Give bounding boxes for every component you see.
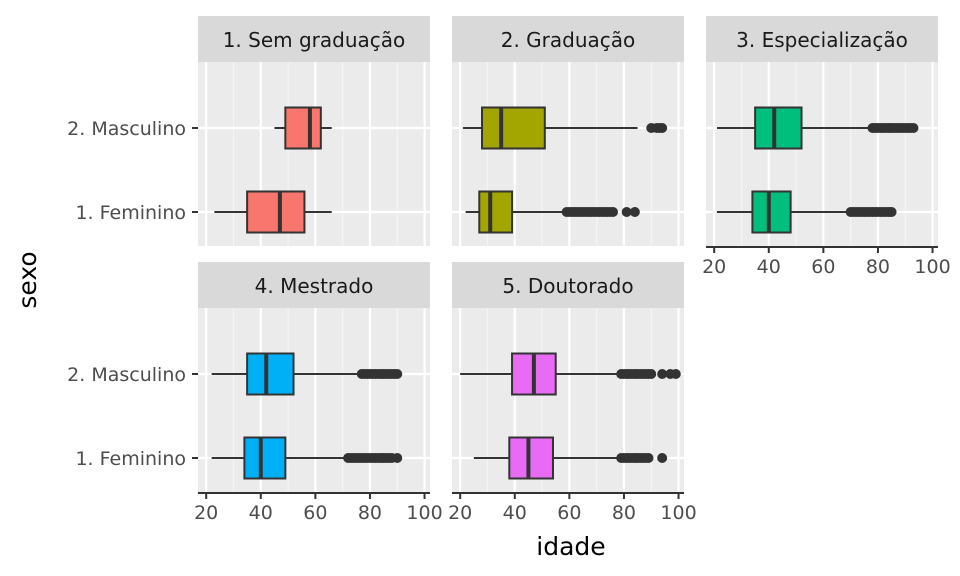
outlier-point: [392, 453, 403, 463]
x-tick-label: 80: [612, 502, 636, 524]
facet-strip-label: 5. Doutorado: [502, 274, 633, 298]
facet-panel: 2. Graduação: [452, 16, 684, 246]
x-tick-label: 80: [358, 502, 382, 524]
boxplot: [462, 106, 668, 150]
y-tick-label: 2. Masculino: [67, 118, 186, 140]
boxplot: [274, 106, 332, 150]
outlier-point: [657, 123, 668, 133]
facet-panel: 3. Especialização 20 40 60 80 100: [702, 16, 951, 278]
panel-background: [452, 308, 684, 492]
outlier-point: [392, 369, 403, 379]
x-tick-label: 40: [503, 502, 527, 524]
outlier-point: [643, 453, 654, 463]
labels-layer: sexo idade: [13, 251, 606, 561]
outlier-point: [657, 453, 668, 463]
y-tick-label: 1. Feminino: [75, 448, 186, 470]
box: [754, 106, 803, 150]
boxplot: [460, 352, 681, 396]
x-tick-label: 60: [811, 256, 835, 278]
x-tick-label: 40: [249, 502, 273, 524]
outlier-point: [621, 207, 632, 217]
facet-strip-label: 2. Graduação: [501, 28, 636, 52]
outlier-point: [629, 207, 640, 217]
facet-panel: 5. Doutorado 20 40 60 80 100: [448, 262, 697, 524]
box: [243, 436, 287, 480]
x-tick-label: 100: [914, 256, 950, 278]
box: [481, 106, 546, 150]
box: [751, 190, 792, 234]
facet-strip: [198, 16, 430, 62]
y-tick-label: 1. Feminino: [75, 202, 186, 224]
boxplot: [211, 436, 403, 480]
facet-strip: [706, 16, 938, 62]
panel-background: [706, 62, 938, 246]
x-tick-label: 100: [406, 502, 442, 524]
facet-strip-label: 1. Sem graduação: [223, 28, 406, 52]
boxplot: [716, 106, 919, 150]
outlier-point: [608, 207, 619, 217]
x-tick-label: 20: [448, 502, 472, 524]
x-tick-label: 20: [194, 502, 218, 524]
x-axis-title: idade: [536, 532, 605, 561]
outlier-point: [908, 123, 919, 133]
boxplot: [214, 190, 332, 234]
facet-strip: [198, 262, 430, 308]
x-tick-label: 40: [757, 256, 781, 278]
outlier-point: [657, 369, 668, 379]
y-tick-label: 2. Masculino: [67, 364, 186, 386]
panels-layer: 1. Sem graduação 1. Feminino 2. Masculino 2…: [67, 16, 951, 524]
box: [284, 106, 322, 150]
facet-strip: [452, 16, 684, 62]
boxplot: [465, 190, 640, 234]
facet-panel: 1. Sem graduação 1. Feminino 2. Masculino: [67, 16, 430, 246]
x-tick-label: 100: [660, 502, 696, 524]
facet-strip-label: 4. Mestrado: [255, 274, 374, 298]
y-axis-title: sexo: [13, 251, 42, 308]
facet-strip-label: 3. Especialização: [736, 28, 908, 52]
boxplot: [211, 352, 403, 396]
box: [478, 190, 514, 234]
facet-panel: 4. Mestrado 1. Feminino 2. Masculino 20 40 60…: [67, 262, 443, 524]
x-tick-label: 80: [866, 256, 890, 278]
outlier-point: [646, 369, 657, 379]
x-tick-label: 60: [557, 502, 581, 524]
box: [246, 352, 295, 396]
facet-strip: [452, 262, 684, 308]
outlier-point: [670, 369, 681, 379]
box: [508, 436, 554, 480]
panel-background: [198, 62, 430, 246]
box: [246, 190, 306, 234]
panel-background: [198, 308, 430, 492]
x-tick-label: 20: [702, 256, 726, 278]
boxplot: [473, 436, 668, 480]
outlier-point: [886, 207, 897, 217]
x-tick-label: 60: [303, 502, 327, 524]
boxplot: [716, 190, 897, 234]
